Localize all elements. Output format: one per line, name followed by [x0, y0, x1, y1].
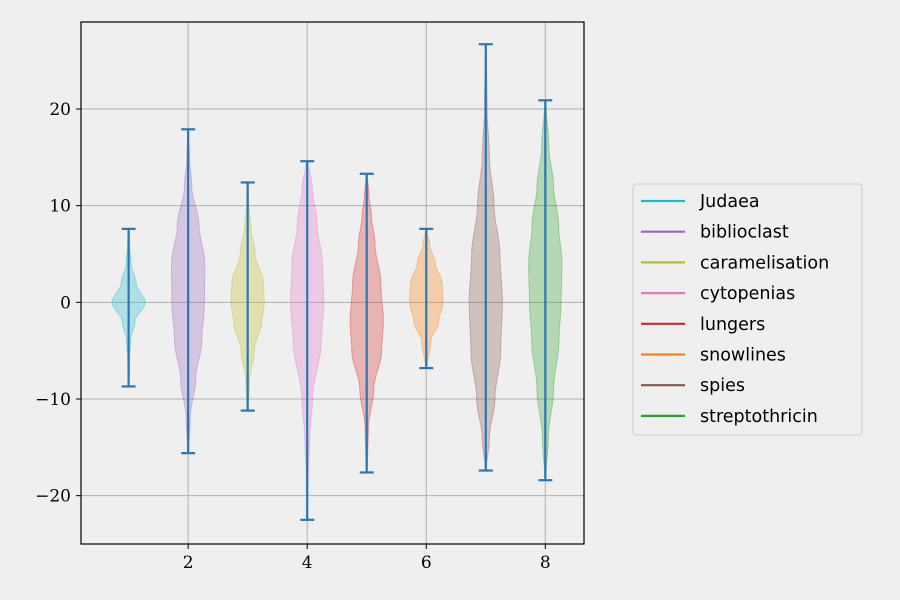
y-tick-label: −20	[35, 487, 71, 507]
legend-box	[632, 183, 863, 436]
x-tick-label: 6	[421, 553, 432, 573]
x-tick-label: 4	[302, 553, 313, 573]
legend-label: lungers	[700, 315, 765, 335]
legend-label: spies	[700, 376, 745, 396]
legend-label: biblioclast	[700, 223, 789, 243]
y-tick-label: 0	[60, 293, 71, 313]
y-tick-label: 10	[49, 197, 71, 217]
extrema-layer	[121, 43, 553, 521]
legend-label: snowlines	[700, 346, 786, 366]
legend-label: caramelisation	[700, 253, 829, 273]
legend: Judaea biblioclast caramelisation cytopenia…	[632, 183, 863, 436]
tick-layer: 2 4 6 8 −20 −10 0 10 20	[35, 100, 551, 573]
plot-frame	[80, 21, 585, 545]
legend-label: Judaea	[699, 192, 760, 212]
x-tick-label: 8	[540, 553, 551, 573]
y-tick-label: −10	[35, 390, 71, 410]
legend-label: streptothricin	[700, 407, 818, 427]
x-tick-label: 2	[183, 553, 194, 573]
legend-label: cytopenias	[700, 284, 795, 304]
grid-layer	[81, 22, 584, 544]
y-tick-label: 20	[49, 100, 71, 120]
violin-layer	[111, 43, 563, 521]
